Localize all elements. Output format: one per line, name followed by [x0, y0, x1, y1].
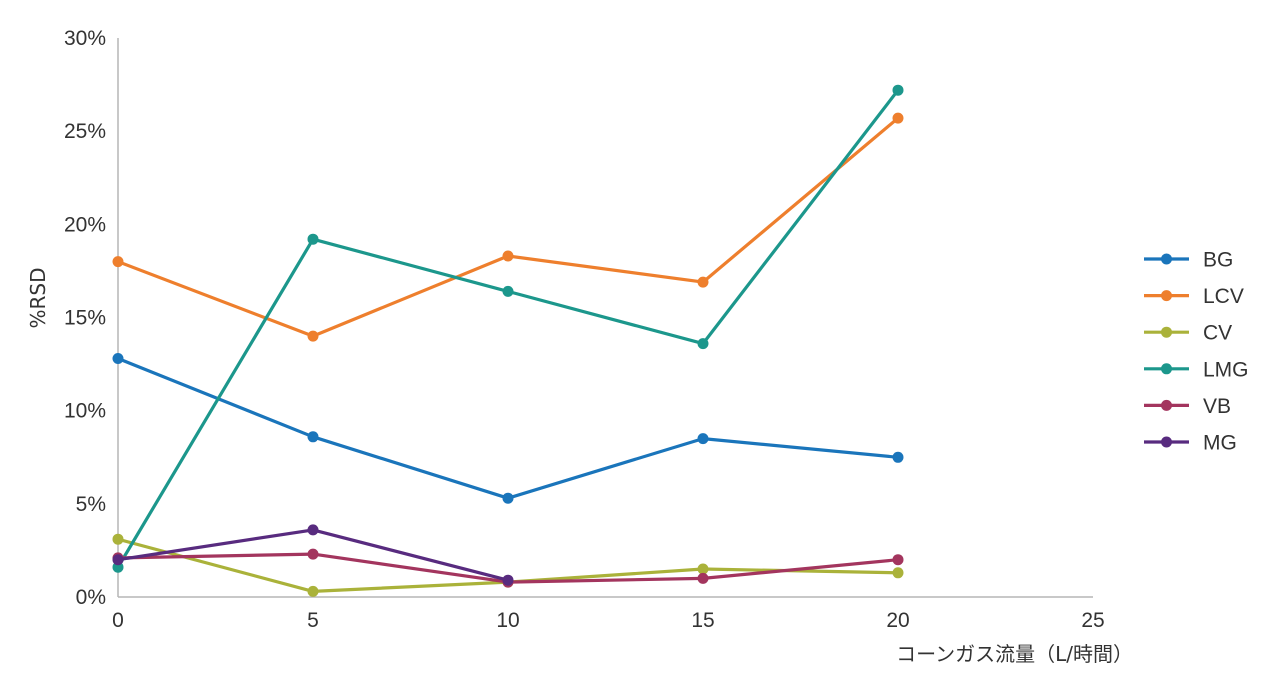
x-tick-label: 5 [307, 609, 319, 632]
legend-item-cv: CV [1144, 322, 1232, 345]
data-point-cv [307, 585, 319, 597]
x-tick-labels: 0 5 10 15 20 25 [112, 609, 1105, 632]
x-tick-label: 25 [1081, 609, 1104, 632]
legend-label: CV [1203, 322, 1232, 345]
legend-item-lcv: LCV [1144, 285, 1244, 308]
data-point-lmg [502, 285, 514, 297]
legend-label: BG [1203, 249, 1233, 272]
legend-swatch-marker [1161, 436, 1172, 448]
x-tick-label: 15 [691, 609, 714, 632]
x-tick-label: 0 [112, 609, 124, 632]
y-tick-label: 0% [76, 586, 106, 609]
data-point-lcv [502, 250, 514, 262]
data-point-mg [112, 554, 124, 566]
y-tick-label: 5% [76, 493, 106, 516]
series-bg [112, 353, 904, 504]
legend-swatch-marker [1161, 326, 1172, 338]
y-tick-label: 30% [64, 27, 106, 50]
data-point-bg [307, 431, 319, 443]
series-line-bg [116, 356, 900, 500]
legend-swatch-marker [1161, 290, 1172, 302]
data-point-bg [112, 353, 124, 364]
legend-swatch-marker [1161, 363, 1172, 375]
data-point-lcv [307, 330, 319, 342]
data-point-lcv [112, 256, 124, 268]
legend-swatch-marker [1161, 253, 1172, 265]
data-point-lcv [697, 276, 709, 288]
x-axis-title: コーンガス流量（L/時間） [896, 642, 1133, 666]
y-tick-label: 20% [64, 213, 106, 236]
data-point-vb [697, 572, 709, 584]
data-point-lmg [892, 84, 904, 96]
series-line-lcv [116, 116, 900, 338]
data-point-bg [892, 451, 904, 463]
data-point-mg [307, 524, 319, 536]
legend-label: LMG [1203, 358, 1249, 381]
y-axis-title: %RSD [26, 268, 50, 329]
data-point-cv [892, 567, 904, 579]
series-lmg [112, 84, 904, 573]
data-point-vb [892, 554, 904, 566]
data-point-mg [502, 574, 514, 586]
legend-swatch-marker [1161, 399, 1172, 411]
data-point-bg [502, 492, 514, 504]
data-point-cv [697, 563, 709, 575]
series-layer [112, 84, 904, 597]
y-tick-label: 10% [64, 400, 106, 423]
x-tick-label: 10 [496, 609, 519, 632]
data-point-lcv [892, 112, 904, 124]
data-point-bg [697, 433, 709, 445]
legend-item-vb: VB [1144, 395, 1231, 418]
data-point-lmg [697, 338, 709, 350]
legend-label: LCV [1203, 285, 1244, 308]
series-mg [112, 524, 514, 586]
legend-item-lmg: LMG [1144, 358, 1249, 381]
legend-label: VB [1203, 395, 1231, 418]
series-lcv [112, 112, 904, 342]
data-point-vb [307, 548, 319, 560]
data-point-cv [112, 533, 124, 545]
x-tick-label: 20 [886, 609, 909, 632]
data-point-lmg [307, 233, 319, 245]
legend: BG LCV CV LMG VB MG [1144, 249, 1249, 455]
axes [117, 38, 1093, 598]
legend-item-bg: BG [1144, 249, 1233, 272]
y-tick-labels: 0% 5% 10% 15% 20% 25% 30% [64, 27, 106, 609]
y-tick-label: 25% [64, 120, 106, 143]
y-tick-label: 15% [64, 307, 106, 330]
legend-label: MG [1203, 432, 1237, 455]
legend-item-mg: MG [1144, 432, 1237, 455]
